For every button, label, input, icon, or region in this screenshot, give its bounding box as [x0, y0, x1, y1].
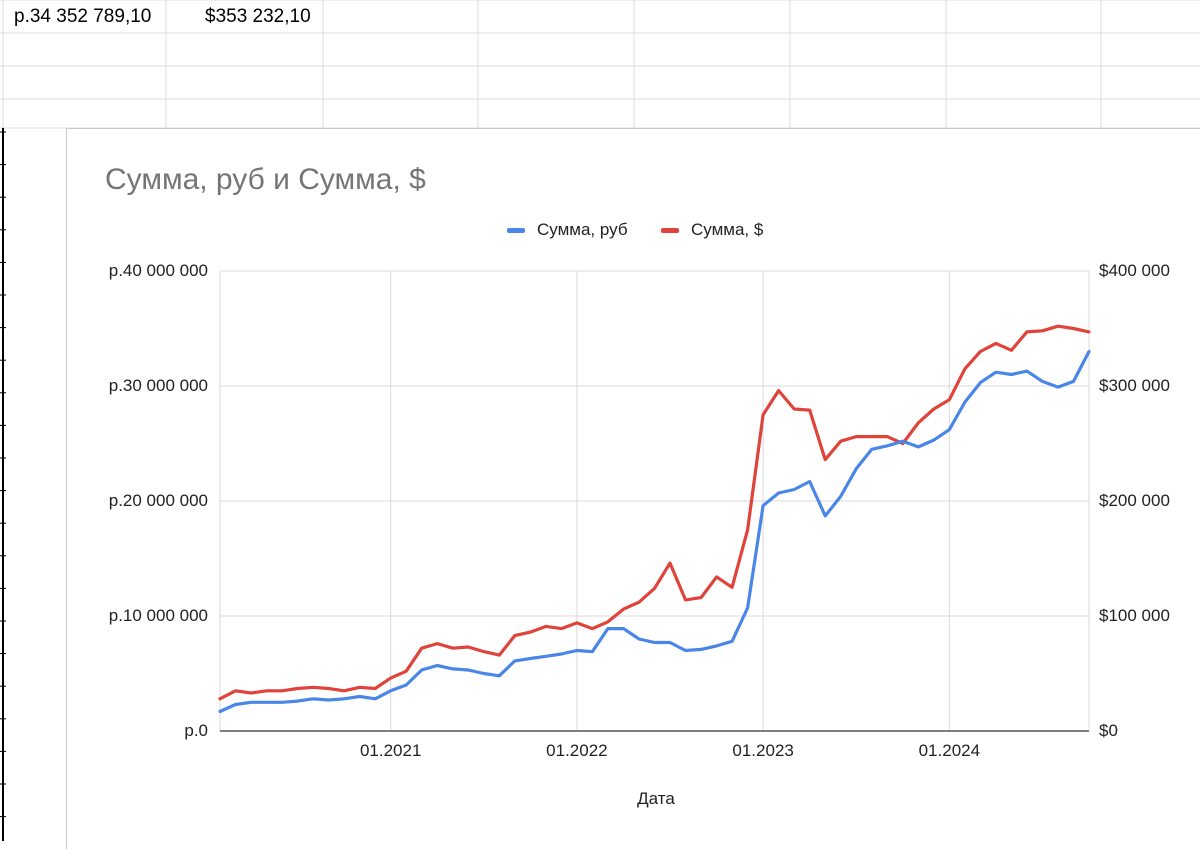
series-line-rub [218, 349, 1091, 714]
y-right-tick-label: $100 000 [1099, 606, 1170, 625]
legend-swatch-rub [507, 227, 525, 233]
legend-swatch-usd [661, 227, 679, 233]
y-right-tick-label: $300 000 [1099, 376, 1170, 395]
x-axis-label: Дата [637, 789, 675, 808]
y-left-tick-label: р.10 000 000 [108, 606, 208, 625]
y-left-tick-label: р.20 000 000 [108, 491, 208, 510]
legend-label-usd: Сумма, $ [691, 220, 764, 239]
cell-b1[interactable]: $353 232,10 [205, 6, 311, 27]
y-right-tick-label: $200 000 [1099, 491, 1170, 510]
chart-title: Сумма, руб и Сумма, $ [105, 163, 426, 196]
y-left-tick-label: р.30 000 000 [108, 376, 208, 395]
x-tick-label: 01.2022 [546, 741, 608, 760]
chart-panel[interactable]: Сумма, руб и Сумма, $ Сумма, руб Сумма, … [66, 128, 1200, 849]
cell-a1[interactable]: р.34 352 789,10 [14, 6, 152, 27]
x-tick-label: 01.2023 [732, 741, 794, 760]
y-left-tick-label: р.0 [184, 721, 208, 740]
y-left-tick-label: р.40 000 000 [108, 261, 208, 280]
x-tick-label: 01.2024 [918, 741, 981, 760]
y-right-tick-label: $0 [1099, 721, 1118, 740]
legend-item-rub: Сумма, руб [507, 219, 628, 241]
legend-label-rub: Сумма, руб [537, 220, 628, 239]
x-tick-label: 01.2021 [359, 741, 422, 760]
chart-plot [218, 270, 1091, 732]
series-line-usd [218, 324, 1091, 701]
y-right-tick-label: $400 000 [1099, 261, 1170, 280]
legend-item-usd: Сумма, $ [661, 219, 763, 241]
